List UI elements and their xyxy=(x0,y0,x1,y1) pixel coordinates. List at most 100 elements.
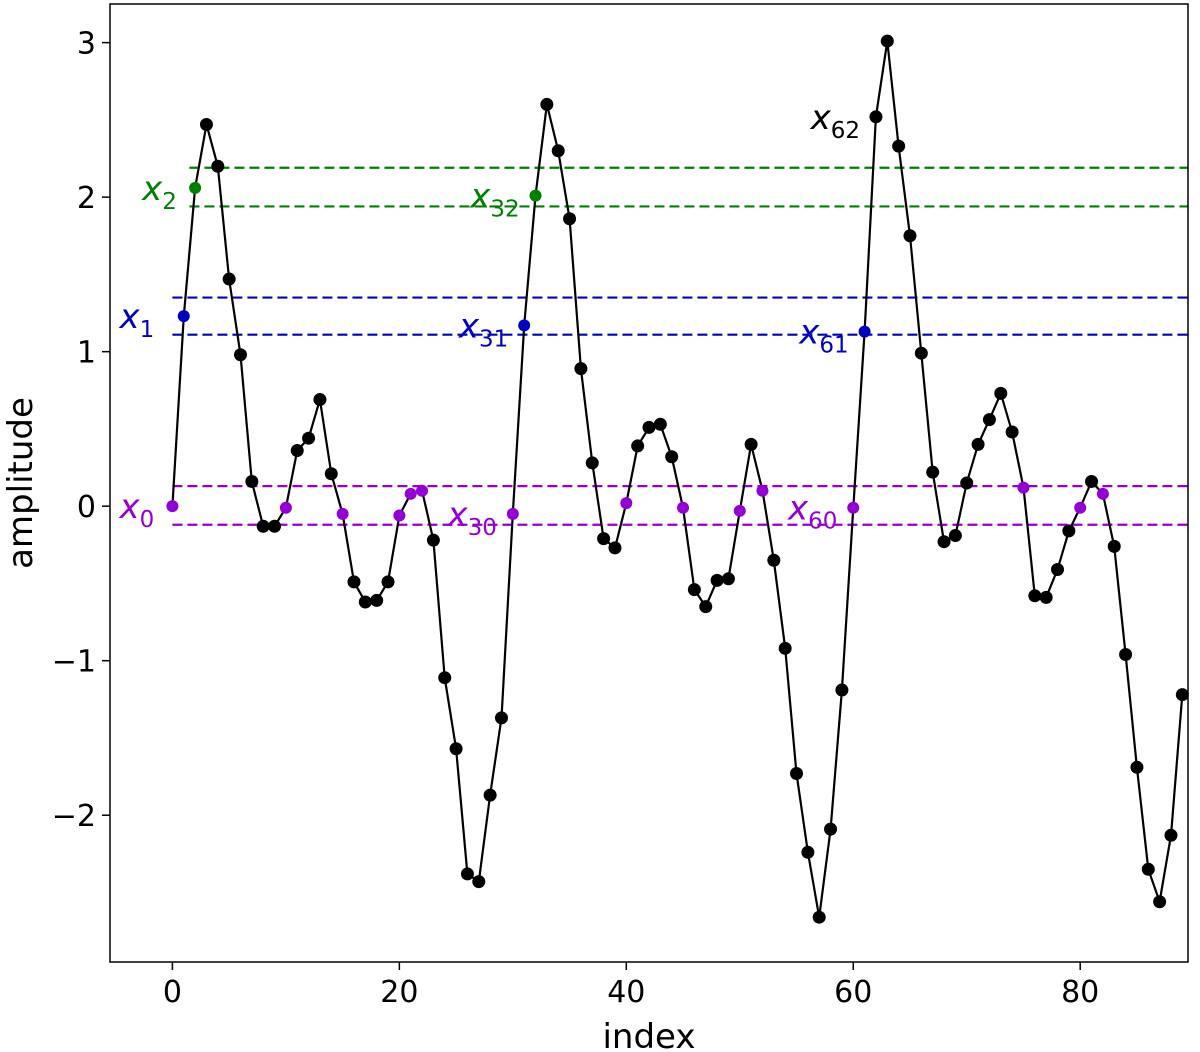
data-point xyxy=(1153,895,1167,909)
annotation-x60: x60 xyxy=(787,489,837,535)
data-point xyxy=(563,212,577,226)
annotation-x61: x61 xyxy=(798,313,848,359)
purple-data-point xyxy=(393,509,406,522)
x-tick-label: 40 xyxy=(607,975,645,1010)
data-point xyxy=(892,139,906,153)
data-point xyxy=(653,417,667,431)
blue-data-point xyxy=(177,310,190,323)
data-point xyxy=(1107,539,1121,553)
data-point xyxy=(767,553,781,567)
data-point xyxy=(790,766,804,780)
x-tick-label: 20 xyxy=(380,975,418,1010)
annotation-var: x xyxy=(810,98,832,138)
data-point xyxy=(903,229,917,243)
annotation-var: x xyxy=(458,306,480,346)
signal-line xyxy=(171,39,1184,919)
data-point xyxy=(608,541,622,555)
annotation-var: x xyxy=(118,297,140,337)
data-point xyxy=(324,467,338,481)
data-point xyxy=(460,867,474,881)
data-point xyxy=(1005,425,1019,439)
data-point xyxy=(574,362,588,376)
data-point xyxy=(211,159,225,173)
data-point xyxy=(869,110,883,124)
x-tick-label: 60 xyxy=(834,975,872,1010)
annotation-x2: x2 xyxy=(141,169,177,215)
green-data-point xyxy=(529,189,542,202)
annotation-var: x xyxy=(141,169,163,209)
annotation-x0: x0 xyxy=(118,487,154,533)
data-point xyxy=(824,822,838,836)
data-point xyxy=(438,671,452,685)
data-point xyxy=(926,465,940,479)
data-point xyxy=(483,788,497,802)
purple-data-point xyxy=(677,501,690,514)
data-point xyxy=(1051,563,1065,577)
data-point xyxy=(948,529,962,543)
purple-data-point xyxy=(1017,481,1030,494)
data-point xyxy=(665,450,679,464)
purple-data-point xyxy=(506,507,519,520)
x-tick-label: 80 xyxy=(1061,975,1099,1010)
annotation-subscript: 31 xyxy=(479,326,508,352)
data-point xyxy=(631,439,645,453)
annotation-x1: x1 xyxy=(118,297,154,343)
y-tick-label: 3 xyxy=(77,27,96,62)
data-point xyxy=(222,272,236,286)
purple-data-point xyxy=(1096,487,1109,500)
y-tick-label: 1 xyxy=(77,336,96,371)
data-point xyxy=(302,431,316,445)
data-point xyxy=(982,413,996,427)
data-point xyxy=(914,346,928,360)
purple-data-point xyxy=(416,484,429,497)
data-point xyxy=(551,144,565,158)
annotation-var: x xyxy=(118,487,140,527)
data-point xyxy=(494,711,508,725)
y-tick-label: 0 xyxy=(77,490,96,525)
annotation-var: x xyxy=(447,495,469,535)
data-point xyxy=(994,386,1008,400)
blue-data-point xyxy=(858,325,871,338)
data-point xyxy=(1085,474,1099,488)
blue-data-point xyxy=(518,319,531,332)
data-point xyxy=(1164,828,1178,842)
data-point xyxy=(540,97,554,111)
data-point xyxy=(1175,688,1189,702)
annotation-subscript: 30 xyxy=(468,515,497,541)
green-data-point xyxy=(189,181,202,194)
annotation-subscript: 61 xyxy=(819,333,848,359)
data-point xyxy=(1039,590,1053,604)
purple-data-point xyxy=(733,504,746,517)
annotation-x32: x32 xyxy=(469,177,519,223)
purple-data-point xyxy=(847,501,860,514)
annotation-subscript: 62 xyxy=(831,118,860,144)
data-point xyxy=(199,118,213,132)
purple-data-point xyxy=(620,497,633,510)
data-point xyxy=(812,910,826,924)
plot-frame xyxy=(109,3,1189,963)
annotation-var: x xyxy=(787,489,809,529)
data-point xyxy=(778,641,792,655)
annotation-var: x xyxy=(469,177,491,217)
data-point xyxy=(597,532,611,546)
data-point xyxy=(1119,648,1133,662)
annotation-subscript: 32 xyxy=(490,197,519,223)
data-points xyxy=(166,34,1189,924)
annotation-subscript: 60 xyxy=(808,509,837,535)
data-point xyxy=(290,444,304,458)
series-layer xyxy=(171,39,1184,919)
data-point xyxy=(358,595,372,609)
data-point xyxy=(960,476,974,490)
data-point xyxy=(642,420,656,434)
data-point xyxy=(426,533,440,547)
data-point xyxy=(801,845,815,859)
data-point xyxy=(381,575,395,589)
y-axis-label: amplitude xyxy=(1,397,41,569)
data-point xyxy=(370,593,384,607)
annotation-subscript: 0 xyxy=(140,507,155,533)
data-point xyxy=(744,437,758,451)
annotation-x30: x30 xyxy=(447,495,497,541)
